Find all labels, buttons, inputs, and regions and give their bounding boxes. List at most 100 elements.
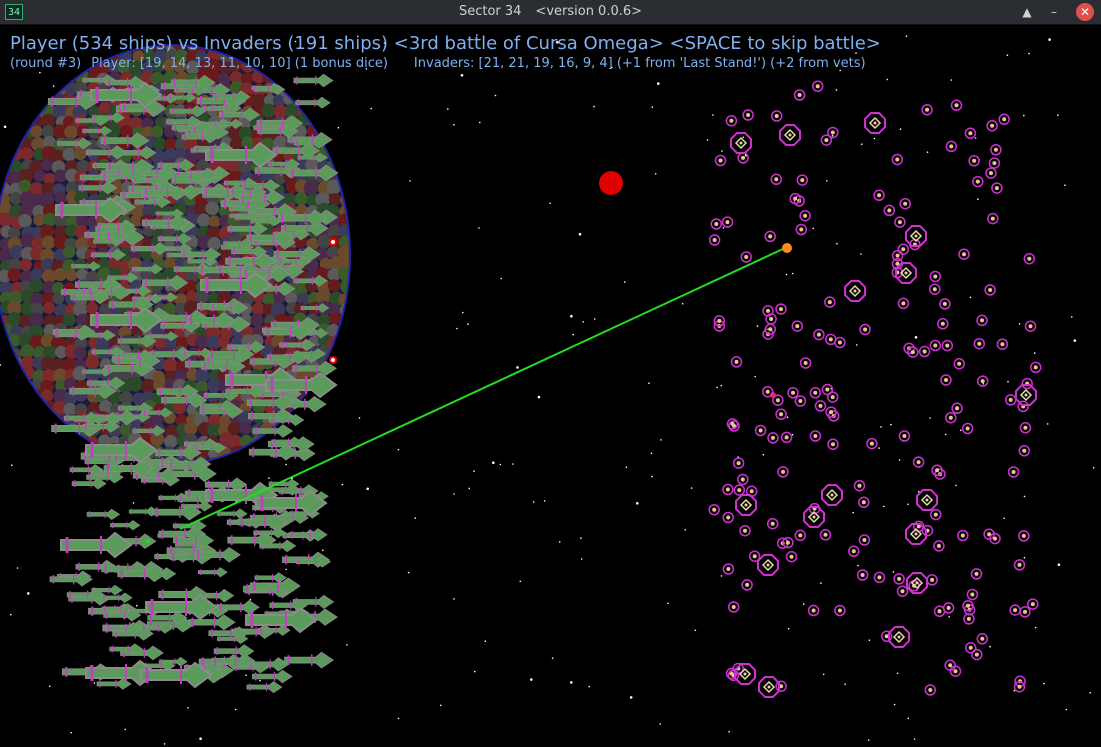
star bbox=[365, 68, 368, 70]
star bbox=[383, 42, 386, 44]
star bbox=[893, 703, 896, 706]
star bbox=[48, 685, 51, 687]
star bbox=[570, 314, 573, 318]
invader-ship bbox=[742, 109, 754, 121]
star bbox=[944, 433, 947, 436]
star bbox=[860, 253, 862, 255]
star bbox=[722, 227, 725, 229]
invader-ship bbox=[1004, 394, 1017, 406]
star bbox=[982, 383, 985, 385]
player-dice: Player: [19, 14, 13, 11, 10, 10] (1 bonu… bbox=[91, 56, 388, 71]
star bbox=[831, 134, 834, 137]
star bbox=[462, 311, 464, 314]
star bbox=[530, 678, 533, 681]
invader-ship bbox=[931, 464, 943, 477]
invader-ship bbox=[1013, 680, 1026, 693]
star bbox=[977, 198, 979, 200]
invader-ship bbox=[764, 230, 776, 243]
star bbox=[492, 461, 495, 465]
invader-ship bbox=[958, 248, 970, 260]
invader-ship bbox=[893, 573, 905, 585]
invader-ship bbox=[907, 346, 919, 358]
star bbox=[651, 106, 654, 108]
star bbox=[706, 139, 709, 141]
star bbox=[1073, 339, 1077, 342]
star bbox=[844, 683, 846, 685]
star bbox=[716, 386, 718, 389]
star bbox=[898, 459, 901, 461]
invader-ship bbox=[814, 400, 827, 412]
invader-ship bbox=[873, 189, 885, 202]
invader-ship bbox=[942, 602, 955, 614]
battle-view[interactable]: Player (534 ships) vs Invaders (191 ship… bbox=[0, 25, 1101, 747]
star bbox=[245, 40, 248, 42]
star bbox=[10, 613, 12, 616]
player-ship bbox=[254, 572, 287, 584]
window-title-version: <version 0.0.6> bbox=[535, 4, 643, 19]
invader-ship bbox=[826, 391, 839, 403]
invader-ship bbox=[827, 438, 839, 451]
invader-ship bbox=[811, 80, 824, 92]
invader-ship bbox=[770, 173, 783, 186]
invader-ship bbox=[937, 318, 949, 330]
player-ship bbox=[197, 566, 228, 578]
star bbox=[1064, 184, 1066, 186]
invader-ship bbox=[894, 216, 906, 228]
star bbox=[660, 439, 662, 441]
laser-beam bbox=[146, 243, 792, 543]
invader-ship bbox=[807, 604, 820, 617]
close-button[interactable]: ✕ bbox=[1076, 3, 1094, 21]
up-triangle-icon: ▲ bbox=[1022, 5, 1032, 19]
player-ship bbox=[246, 680, 283, 694]
star bbox=[199, 737, 202, 740]
invader-ship bbox=[1019, 606, 1031, 618]
invader-ship bbox=[972, 175, 984, 188]
star bbox=[494, 94, 497, 97]
invader-ship bbox=[950, 99, 963, 112]
star bbox=[1092, 466, 1095, 469]
star bbox=[580, 558, 583, 560]
invader-ship bbox=[1018, 445, 1031, 457]
invader-ship bbox=[985, 167, 997, 179]
star bbox=[593, 105, 595, 108]
invader-ship bbox=[777, 466, 789, 478]
star bbox=[570, 681, 573, 684]
invader-ship bbox=[921, 104, 933, 116]
invader-ship bbox=[891, 153, 904, 166]
battle-canvas[interactable] bbox=[0, 25, 1101, 747]
star bbox=[974, 137, 977, 139]
invader-ship bbox=[856, 569, 869, 581]
star bbox=[636, 502, 639, 505]
invader-ship bbox=[824, 296, 836, 308]
star bbox=[867, 739, 870, 741]
star bbox=[468, 487, 471, 490]
star bbox=[519, 580, 522, 583]
invader-ship bbox=[940, 374, 952, 386]
invader-ship bbox=[819, 529, 832, 541]
star bbox=[39, 71, 41, 74]
invader-capital-ship bbox=[735, 494, 757, 516]
star bbox=[684, 529, 686, 531]
star bbox=[294, 40, 297, 43]
star bbox=[914, 336, 918, 339]
star bbox=[341, 483, 344, 486]
star bbox=[835, 89, 838, 91]
invader-ship bbox=[897, 297, 910, 310]
shade-button[interactable]: ▲ bbox=[1018, 3, 1036, 21]
invader-ship bbox=[789, 192, 801, 205]
star bbox=[1033, 352, 1036, 354]
star bbox=[839, 69, 841, 72]
star bbox=[500, 277, 503, 280]
invader-ship bbox=[945, 411, 957, 424]
player-ship bbox=[86, 508, 121, 521]
star bbox=[3, 125, 7, 129]
minimize-button[interactable]: – bbox=[1045, 3, 1063, 21]
star bbox=[1018, 323, 1021, 325]
star bbox=[623, 281, 626, 283]
red-sun bbox=[599, 171, 623, 195]
star bbox=[720, 575, 723, 577]
star bbox=[285, 568, 287, 571]
star bbox=[473, 670, 476, 673]
player-ship bbox=[69, 463, 104, 476]
invader-ship bbox=[990, 144, 1002, 156]
